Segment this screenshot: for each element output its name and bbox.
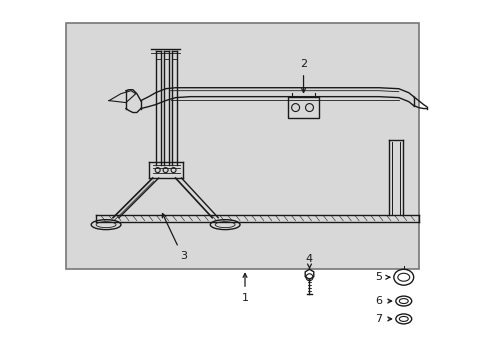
Bar xyxy=(66,23,418,269)
Text: 5: 5 xyxy=(374,272,381,282)
Text: 2: 2 xyxy=(299,59,306,69)
Text: 1: 1 xyxy=(241,293,248,303)
Text: 4: 4 xyxy=(305,255,312,264)
Bar xyxy=(287,96,319,118)
Text: 7: 7 xyxy=(374,314,381,324)
Text: 6: 6 xyxy=(374,296,381,306)
Text: 3: 3 xyxy=(180,251,187,261)
